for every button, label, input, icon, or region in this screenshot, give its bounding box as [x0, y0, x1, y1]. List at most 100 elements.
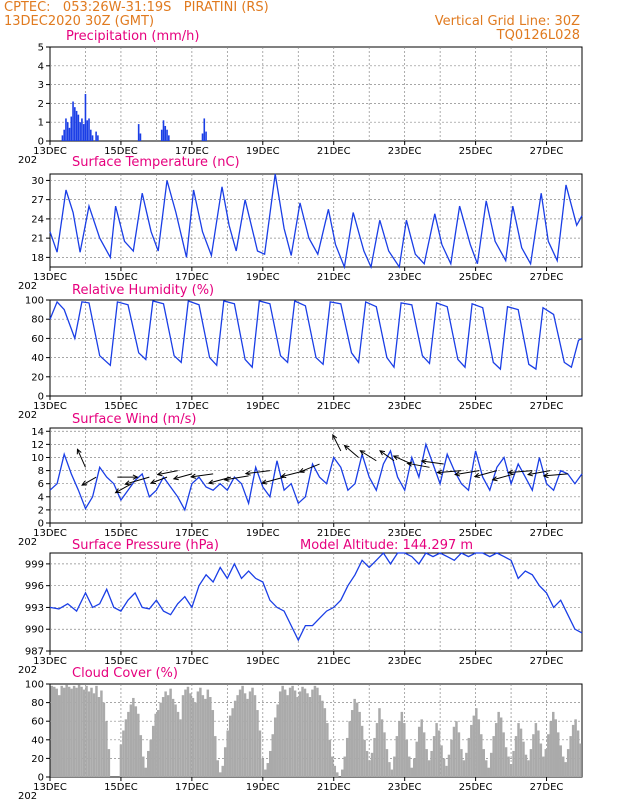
y-tick-label: 21	[31, 234, 44, 245]
x-tick-label: 21DEC	[317, 782, 351, 793]
cloud-bar	[298, 691, 302, 777]
cloud-bar	[460, 749, 463, 777]
x-tick-year-label: 202	[18, 665, 37, 676]
y-tick-label: 40	[31, 735, 44, 746]
x-tick-label: 27DEC	[530, 272, 564, 283]
cloud-bar	[293, 690, 297, 777]
wind-arrow-shaft	[157, 470, 178, 476]
precip-bar	[75, 110, 78, 141]
cloud-bar	[291, 685, 294, 777]
x-tick-label: 21DEC	[317, 528, 351, 539]
cloud-bar	[273, 717, 277, 777]
cloud-bar	[57, 695, 61, 777]
precip-bar	[72, 101, 74, 141]
chart-panel-4: 987 990 993 996 999 13DEC 15DEC 17DEC 19DEC 21DEC…	[18, 538, 583, 676]
y-tick-label: 6	[38, 479, 44, 490]
cloud-bar	[55, 688, 58, 777]
cloud-bar	[95, 685, 98, 777]
cloud-bar	[537, 730, 540, 777]
chart-panel-2: 0 20 40 60 80 100 13DEC 15DEC 17DEC 19DEC 21DEC 23D…	[18, 283, 583, 421]
cloud-bar	[176, 711, 180, 777]
x-tick-label: 23DEC	[388, 272, 422, 283]
chart-panel-3: 0 2 4 6 8 10 12 14 13DEC 15DEC 17DEC 19DEC 21DEC 23DE…	[18, 412, 583, 548]
cloud-bar	[405, 739, 409, 777]
y-tick-label: 100	[25, 680, 44, 691]
cloud-bar	[184, 689, 187, 777]
cloud-bar	[442, 758, 446, 777]
cloud-bar	[417, 726, 421, 777]
cloud-bar	[179, 719, 182, 777]
wind-arrow-head	[156, 471, 163, 477]
x-tick-label: 27DEC	[530, 146, 564, 157]
cloud-bar	[211, 710, 215, 777]
cloud-bar	[561, 756, 565, 777]
cloud-bar	[204, 698, 207, 777]
x-tick-label: 21DEC	[317, 146, 351, 157]
x-tick-label: 15DEC	[104, 656, 138, 667]
cloud-bar	[353, 698, 356, 777]
x-tick-label: 13DEC	[33, 528, 67, 539]
precip-bar	[82, 124, 85, 141]
cloud-bar	[258, 730, 262, 777]
wind-arrow-head	[436, 469, 443, 475]
cloud-bar	[494, 723, 498, 777]
cloud-bar	[507, 756, 510, 777]
header-run-time: 13DEC2020 30Z (GMT)	[4, 14, 155, 29]
cloud-bar	[107, 749, 111, 777]
wind-arrow-head	[260, 479, 268, 485]
cloud-bar	[303, 688, 307, 777]
cloud-bar	[318, 695, 322, 777]
cloud-bar	[544, 749, 548, 777]
cloud-bar	[576, 730, 580, 777]
cloud-bar	[410, 767, 414, 777]
cloud-bar	[181, 695, 185, 777]
wind-arrow-head	[507, 469, 514, 475]
series-line	[49, 173, 583, 270]
x-tick-label: 25DEC	[459, 528, 493, 539]
cloud-bar	[363, 739, 366, 777]
y-tick-label: 80	[31, 698, 44, 709]
chart-title: Precipitation (mm/h)	[66, 29, 199, 44]
cloud-bar	[233, 700, 237, 777]
cloud-bar	[53, 686, 56, 777]
cloud-bar	[311, 689, 314, 777]
wind-arrow-head	[223, 476, 230, 482]
wind-arrow-shaft	[191, 473, 214, 478]
cloud-bar	[248, 691, 252, 777]
cloud-bar	[455, 721, 458, 777]
y-tick-label: 5	[38, 43, 44, 54]
cloud-bar	[264, 769, 267, 777]
precip-bar	[166, 129, 168, 141]
cloud-bar	[60, 685, 63, 777]
y-tick-label: 20	[31, 754, 44, 765]
cloud-bar	[127, 711, 130, 777]
cloud-bar	[105, 721, 108, 777]
cloud-bar	[348, 721, 351, 777]
cloud-bar	[440, 745, 443, 777]
cloud-bar	[216, 760, 219, 777]
cloud-bar	[504, 747, 508, 777]
cloud-bar	[119, 744, 123, 777]
cloud-bar	[534, 723, 538, 777]
wind-arrow-shaft	[527, 470, 551, 476]
plot-frame	[49, 46, 583, 142]
wind-arrow-head	[454, 471, 461, 477]
wind-arrow-head	[114, 488, 121, 494]
x-tick-label: 23DEC	[388, 528, 422, 539]
cloud-bar	[206, 689, 210, 777]
cloud-bar	[301, 686, 304, 777]
cloud-bar	[90, 687, 93, 777]
wind-arrow-head	[280, 473, 287, 479]
wind-arrow-shaft	[379, 450, 395, 462]
cloud-bar	[85, 685, 88, 777]
cloud-bar	[218, 772, 222, 777]
cloud-bar	[413, 758, 416, 777]
cloud-bar	[365, 750, 369, 777]
wind-arrow-head	[526, 471, 534, 477]
x-tick-label: 13DEC	[33, 782, 67, 793]
x-tick-label: 17DEC	[175, 401, 209, 412]
wind-arrow-shaft	[508, 470, 533, 474]
precip-bar	[162, 120, 165, 141]
y-tick-label: 10	[31, 453, 44, 464]
